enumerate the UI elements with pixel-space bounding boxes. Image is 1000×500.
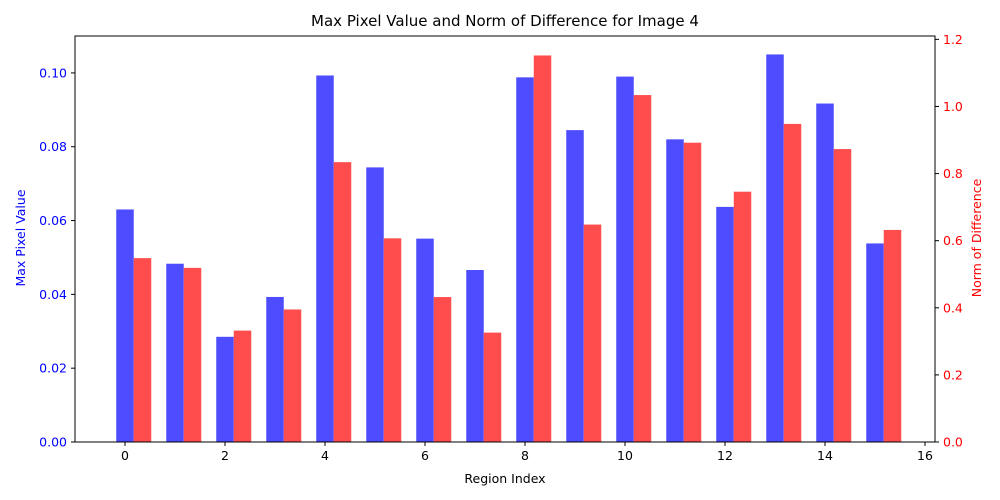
chart-title: Max Pixel Value and Norm of Difference f… xyxy=(311,12,699,30)
x-tick-label-12: 12 xyxy=(717,448,733,463)
norm-of-difference-bar-2 xyxy=(233,330,252,442)
max-pixel-value-bar-0 xyxy=(116,209,134,442)
x-tick-label-10: 10 xyxy=(617,448,633,463)
max-pixel-value-bar-2 xyxy=(216,336,234,442)
y-axis-right-title: Norm of Difference xyxy=(969,178,984,297)
max-pixel-value-bar-3 xyxy=(266,296,284,442)
max-pixel-value-bar-7 xyxy=(466,270,484,442)
y-axis-left-title: Max Pixel Value xyxy=(13,189,28,286)
y-left-tick-label-4: 0.08 xyxy=(39,139,67,154)
x-axis: 0 2 4 6 8 10 12 14 16 xyxy=(121,442,933,463)
x-tick-label-8: 8 xyxy=(521,448,529,463)
max-pixel-value-bar-11 xyxy=(666,139,684,442)
max-pixel-value-bar-12 xyxy=(716,206,734,442)
norm-of-difference-bars xyxy=(133,55,902,443)
norm-of-difference-bar-15 xyxy=(883,229,902,442)
norm-of-difference-bar-14 xyxy=(833,149,852,442)
y-left-tick-label-2: 0.04 xyxy=(39,287,67,302)
x-tick-label-4: 4 xyxy=(321,448,329,463)
max-pixel-value-bar-14 xyxy=(816,103,834,442)
norm-of-difference-bar-3 xyxy=(283,309,302,442)
y-right-tick-label-2: 0.4 xyxy=(943,300,963,315)
plot-frame xyxy=(74,35,936,443)
max-pixel-value-bar-10 xyxy=(616,76,634,442)
y-left-tick-label-5: 0.10 xyxy=(39,65,67,80)
norm-of-difference-bar-8 xyxy=(533,55,552,443)
y-left-tick-label-0: 0.00 xyxy=(39,435,67,450)
x-tick-label-14: 14 xyxy=(817,448,833,463)
y-axis-left: 0.00 0.02 0.04 0.06 0.08 0.10 xyxy=(39,65,75,450)
norm-of-difference-bar-10 xyxy=(633,95,652,443)
norm-of-difference-bar-1 xyxy=(183,267,202,442)
max-pixel-value-bar-4 xyxy=(316,75,334,443)
norm-of-difference-bar-5 xyxy=(383,238,402,442)
norm-of-difference-bar-7 xyxy=(483,332,502,442)
norm-of-difference-bar-11 xyxy=(683,142,702,442)
y-right-tick-label-1: 0.2 xyxy=(943,367,963,382)
x-tick-label-6: 6 xyxy=(421,448,429,463)
x-tick-label-0: 0 xyxy=(121,448,129,463)
norm-of-difference-bar-0 xyxy=(133,258,152,442)
max-pixel-value-bar-6 xyxy=(416,238,434,442)
norm-of-difference-bar-13 xyxy=(783,123,802,442)
max-pixel-value-bar-1 xyxy=(166,263,184,442)
y-right-tick-label-4: 0.8 xyxy=(943,166,963,181)
x-axis-title: Region Index xyxy=(464,471,545,486)
norm-of-difference-bar-6 xyxy=(433,297,452,442)
max-pixel-value-bar-15 xyxy=(866,243,884,442)
y-axis-right: 0.0 0.2 0.4 0.6 0.8 1.0 1.2 xyxy=(935,32,963,450)
y-left-tick-label-3: 0.06 xyxy=(39,213,67,228)
norm-of-difference-bar-9 xyxy=(583,224,602,442)
y-right-tick-label-6: 1.2 xyxy=(943,32,963,47)
y-right-tick-label-3: 0.6 xyxy=(943,233,963,248)
norm-of-difference-bar-4 xyxy=(333,162,352,442)
x-tick-label-16: 16 xyxy=(917,448,933,463)
max-pixel-value-bar-9 xyxy=(566,130,584,442)
y-left-tick-label-1: 0.02 xyxy=(39,361,67,376)
y-right-tick-label-0: 0.0 xyxy=(943,435,963,450)
max-pixel-value-bar-13 xyxy=(766,54,784,442)
max-pixel-value-bars xyxy=(116,54,884,443)
max-pixel-value-bar-8 xyxy=(516,77,534,442)
x-tick-label-2: 2 xyxy=(221,448,229,463)
y-right-tick-label-5: 1.0 xyxy=(943,99,963,114)
max-pixel-value-bar-5 xyxy=(366,167,384,442)
norm-of-difference-bar-12 xyxy=(733,191,752,442)
